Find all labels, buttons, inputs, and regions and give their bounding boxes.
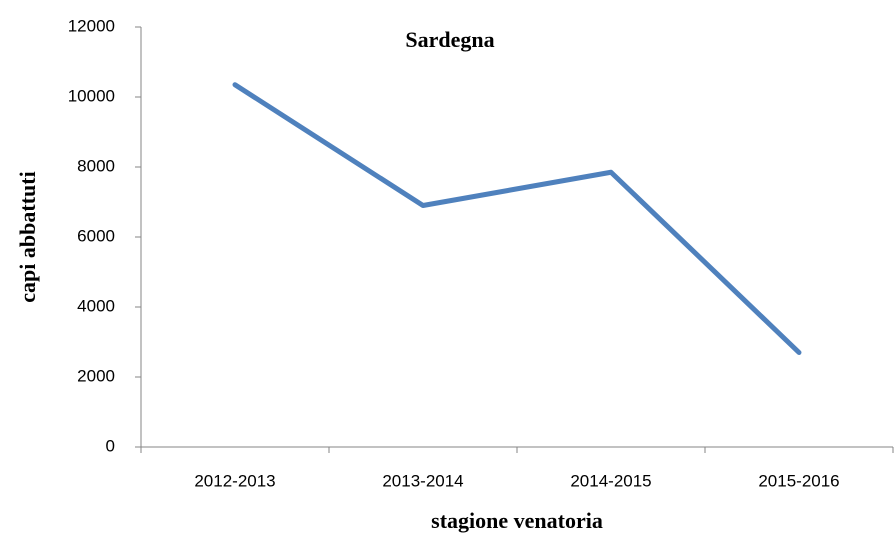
x-tick-label: 2014-2015 bbox=[570, 471, 651, 490]
x-tick-label: 2012-2013 bbox=[194, 471, 275, 490]
y-tick-label: 4000 bbox=[77, 296, 115, 315]
y-axis-label: capi abbattuti bbox=[15, 171, 40, 302]
data-line bbox=[232, 82, 802, 355]
x-tick-label: 2015-2016 bbox=[758, 471, 839, 490]
y-tick-label: 0 bbox=[106, 436, 115, 455]
y-tick-label: 12000 bbox=[68, 16, 115, 35]
x-tick-label: 2013-2014 bbox=[382, 471, 463, 490]
x-axis-label: stagione venatoria bbox=[431, 508, 603, 533]
y-tick-label: 8000 bbox=[77, 156, 115, 175]
y-tick-label: 6000 bbox=[77, 226, 115, 245]
y-tick-label: 10000 bbox=[68, 86, 115, 105]
chart-title: Sardegna bbox=[405, 27, 494, 52]
y-tick-label: 2000 bbox=[77, 366, 115, 385]
